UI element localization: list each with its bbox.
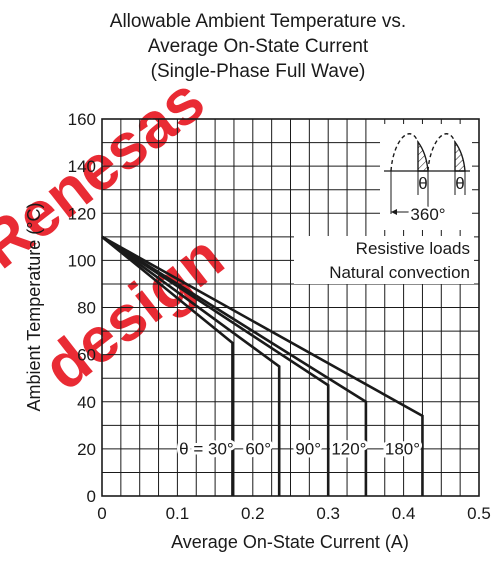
inset-period-label: 360° (410, 205, 445, 224)
x-tick-label: 0 (97, 504, 106, 523)
x-tick-label: 0.2 (241, 504, 265, 523)
waveform-inset: θ θ 360° (380, 124, 472, 230)
x-tick-labels: 0 0.1 0.2 0.3 0.4 0.5 (97, 504, 491, 523)
y-tick-label: 140 (68, 157, 96, 176)
series-label: 90° (295, 440, 321, 459)
series-label: 60° (245, 440, 271, 459)
annotation-natural-convection: Natural convection (329, 263, 470, 282)
y-tick-label: 40 (77, 393, 96, 412)
waveform-dashed-lobe-2 (427, 133, 456, 172)
chart-title-line-2: Average On-State Current (148, 36, 369, 57)
y-axis-label: Ambient Temperature (°C) (24, 203, 44, 412)
annotation-box: Resistive loads Natural convection (294, 236, 474, 284)
series-line (101, 235, 330, 496)
plot-frame (101, 118, 480, 497)
x-tick-label: 0.3 (316, 504, 340, 523)
series-lines (101, 235, 424, 496)
series-line (101, 235, 424, 496)
series-line (101, 235, 368, 496)
y-tick-label: 100 (68, 251, 96, 270)
x-axis-label: Average On-State Current (A) (171, 532, 409, 552)
x-tick-label: 0.4 (392, 504, 416, 523)
y-tick-label: 120 (68, 204, 96, 223)
series-line (101, 235, 281, 496)
chart-title-line-1: Allowable Ambient Temperature vs. (110, 11, 406, 32)
series-line (101, 235, 234, 496)
series-label: θ = 30° (179, 440, 234, 459)
y-tick-label: 60 (77, 346, 96, 365)
annotation-resistive-loads: Resistive loads (356, 239, 470, 258)
inset-theta-left: θ (418, 174, 427, 193)
y-tick-label: 80 (77, 299, 96, 318)
x-tick-label: 0.1 (166, 504, 190, 523)
y-tick-labels: 0 20 40 60 80 100 120 140 160 (68, 110, 96, 506)
chart-title-line-3: (Single-Phase Full Wave) (151, 61, 366, 82)
inset-theta-right: θ (455, 174, 464, 193)
series-label: 180° (385, 440, 420, 459)
x-tick-label: 0.5 (467, 504, 491, 523)
series-label: 120° (331, 440, 366, 459)
y-tick-label: 0 (87, 487, 96, 506)
y-tick-label: 20 (77, 440, 96, 459)
waveform-dashed-lobe-1 (390, 133, 419, 172)
y-tick-label: 160 (68, 110, 96, 129)
series-labels: θ = 30° 60° 90° 120° 180° (176, 437, 423, 462)
